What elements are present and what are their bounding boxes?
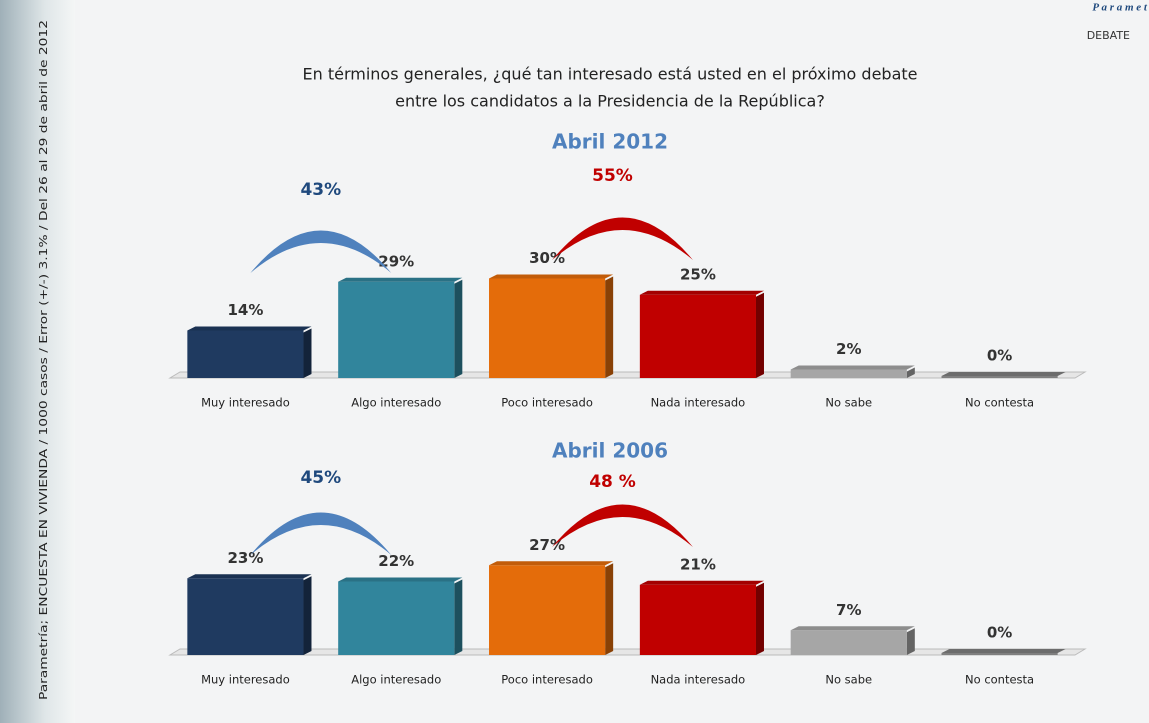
bar-top: [489, 274, 614, 279]
value-label: 27%: [529, 536, 565, 554]
bar-side: [303, 328, 312, 378]
bar: [941, 376, 1058, 378]
section-label: DEBATE: [1087, 29, 1130, 42]
bar: [338, 281, 455, 378]
bar-side: [454, 279, 463, 378]
bar-side: [303, 576, 312, 655]
bar-top: [338, 577, 463, 582]
bar-top: [187, 574, 312, 579]
bar: [639, 294, 756, 378]
x-tick-label: Muy interesado: [201, 396, 290, 410]
bar: [187, 330, 304, 378]
bar-top: [790, 365, 915, 370]
value-label: 23%: [227, 549, 263, 567]
bar: [941, 653, 1058, 655]
bar: [187, 578, 304, 655]
bar-top: [941, 372, 1066, 376]
x-tick-label: Muy interesado: [201, 673, 290, 687]
bar-top: [639, 290, 764, 295]
bar-side: [755, 582, 764, 655]
bar: [489, 278, 606, 378]
group-label: 43%: [300, 180, 341, 200]
group-arc: [552, 504, 693, 547]
question-line: entre los candidatos a la Presidencia de…: [395, 92, 825, 111]
bar-top: [489, 561, 614, 566]
group-label: 55%: [592, 166, 633, 186]
value-label: 29%: [378, 252, 414, 270]
bar-top: [338, 277, 463, 282]
bar: [639, 584, 756, 655]
value-label: 22%: [378, 552, 414, 570]
chart-title: Abril 2006: [552, 439, 668, 463]
brand: P a r a m e t: [1092, 2, 1148, 14]
bar: [790, 369, 907, 378]
side-strip: [0, 0, 75, 723]
group-arc: [250, 230, 392, 273]
value-label: 30%: [529, 249, 565, 267]
value-label: 0%: [987, 624, 1012, 642]
x-tick-label: Algo interesado: [351, 673, 441, 687]
bar: [338, 581, 455, 655]
x-tick-label: Poco interesado: [501, 396, 593, 410]
bar-side: [906, 628, 915, 655]
bar-top: [187, 326, 312, 331]
x-tick-label: Poco interesado: [501, 673, 593, 687]
x-tick-label: Nada interesado: [651, 396, 746, 410]
x-tick-label: No sabe: [825, 673, 872, 687]
bar: [489, 565, 606, 655]
x-tick-label: Nada interesado: [651, 673, 746, 687]
value-label: 0%: [987, 347, 1012, 365]
bar-side: [454, 579, 463, 655]
group-label: 45%: [300, 468, 341, 488]
x-tick-label: Algo interesado: [351, 396, 441, 410]
question-line: En términos generales, ¿qué tan interesa…: [302, 65, 917, 84]
value-label: 7%: [836, 601, 861, 619]
bar: [790, 630, 907, 655]
group-arc: [552, 217, 693, 260]
group-label: 48 %: [589, 472, 636, 492]
value-label: 14%: [227, 301, 263, 319]
bar-top: [639, 580, 764, 585]
group-arc: [250, 512, 392, 555]
bar-top: [790, 626, 915, 631]
x-tick-label: No sabe: [825, 396, 872, 410]
chart-title: Abril 2012: [552, 130, 668, 154]
value-label: 21%: [680, 555, 716, 573]
side-note: Parametría; ENCUESTA EN VIVIENDA / 1000 …: [38, 20, 50, 700]
bar-side: [906, 367, 915, 378]
value-label: 25%: [680, 265, 716, 283]
x-tick-label: No contesta: [965, 396, 1034, 410]
value-label: 2%: [836, 340, 861, 358]
charts: Abril 2012 14% Muy interesado 29% Algo inter…: [168, 130, 1087, 687]
bar-side: [755, 292, 764, 378]
bar-side: [605, 563, 614, 655]
bar-side: [605, 276, 614, 378]
bar-top: [941, 649, 1066, 653]
x-tick-label: No contesta: [965, 673, 1034, 687]
